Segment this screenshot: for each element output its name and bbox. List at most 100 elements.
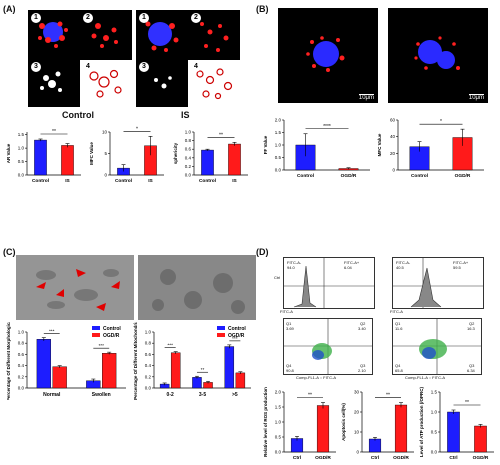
bar: [201, 149, 214, 176]
histogram-x-axis: FITC-A: [390, 309, 403, 314]
panel-label-a: (A): [3, 4, 16, 14]
dotplot-ctrl: Q1 3.69 Q2 3.40 Q3 2.10 Q4 90.8: [283, 318, 373, 375]
chart-b2-mfc-value: 0 20 40 60 MFC Value Control OGD/R *: [377, 118, 484, 179]
bar: [36, 339, 51, 389]
quadrant-label-q4: Q4: [286, 363, 292, 368]
y-tick-label: 0.8: [18, 341, 25, 346]
panel-label-b: (B): [256, 4, 269, 14]
y-tick-label: 0.4: [18, 363, 25, 368]
histogram-ogdr: FITC-A- 40.5 FITC-A+ 59.5: [392, 257, 484, 309]
y-tick-label: 0.5: [275, 435, 282, 440]
significance-label: **: [219, 132, 223, 138]
x-tick-label: Control: [411, 173, 428, 179]
y-tick-label: 0.2: [185, 164, 192, 169]
bar: [170, 352, 181, 389]
bar: [394, 404, 408, 453]
ogdr-confocal-image: 10μm: [388, 8, 488, 103]
y-axis-label: AR Value: [6, 143, 11, 163]
y-tick-label: 1.0: [18, 146, 25, 151]
gate-value-left: 94.0: [287, 265, 295, 270]
control-em-image: [16, 255, 134, 320]
y-tick-label: 10: [354, 430, 360, 435]
y-axis-label: Percentage Of Different Morphological: [6, 322, 11, 400]
legend-swatch: [217, 333, 225, 337]
quadrant-label-q1: Q1: [286, 321, 292, 326]
y-tick-label: 0.0: [275, 450, 282, 455]
x-tick-label: IS: [232, 178, 237, 184]
gate-label-right: FITC-A+: [344, 260, 360, 265]
legend-label: Control: [103, 326, 121, 332]
y-tick-label: 0.0: [145, 386, 152, 391]
significance-label: **: [465, 400, 469, 406]
bar: [224, 346, 235, 389]
group-title-is: IS: [181, 110, 190, 120]
y-axis-label: Percentage Of Different Mitochondria: [133, 322, 138, 400]
quadrant-label-q3: Q3: [469, 363, 475, 368]
y-tick-label: 0.0: [185, 173, 192, 178]
y-tick-label: 1.0: [145, 330, 152, 335]
y-tick-label: 40: [390, 134, 396, 139]
chart-c1-morphology: 0.0 0.2 0.4 0.6 0.8 1.0 Percentage Of Differen…: [6, 322, 126, 400]
gate-value-left: 40.5: [396, 265, 404, 270]
subpanel-number-3: 3: [31, 62, 41, 72]
y-tick-label: 0.2: [18, 374, 25, 379]
control-micrograph-grid: 1 2 3 4: [28, 10, 132, 107]
y-tick-label: 1.0: [431, 410, 438, 415]
chart-a1-ar-value: 0.0 0.5 1.0 1.5 AR Value Control IS **: [6, 129, 81, 184]
x-tick-label: Control: [199, 178, 216, 184]
bar: [228, 143, 241, 176]
significance-label: **: [52, 129, 56, 135]
bar: [474, 425, 487, 453]
y-tick-label: 1.0: [275, 143, 282, 148]
gate-label-right: FITC-A+: [453, 260, 469, 265]
y-tick-label: 0.2: [145, 374, 152, 379]
significance-label: *: [440, 119, 442, 125]
y-tick-label: 0.0: [18, 386, 25, 391]
y-tick-label: 0.5: [275, 155, 282, 160]
y-tick-label: 1.0: [185, 130, 192, 135]
is-micrograph-grid: 1 2 3 4: [136, 10, 240, 107]
gate-value-right: 59.5: [453, 265, 461, 270]
group-title-control: Control: [62, 110, 94, 120]
y-tick-label: 1.0: [18, 330, 25, 335]
bar: [235, 372, 246, 389]
y-tick-label: 1.5: [18, 132, 25, 137]
bar: [447, 411, 460, 453]
y-tick-label: 0: [392, 168, 395, 173]
chart-b1-ff-value: 0.0 0.5 1.0 1.5 2.0 FF Value Control OGD/R ****: [263, 118, 370, 179]
x-tick-label: 3-5: [199, 392, 206, 398]
y-tick-label: 0: [356, 450, 359, 455]
legend-swatch: [217, 326, 225, 330]
chart-d1-ros: 0.0 0.5 1.0 1.5 2.0 Relative level of ROS pro…: [263, 387, 336, 461]
y-tick-label: 0.0: [18, 173, 25, 178]
significance-label: ***: [98, 343, 104, 349]
x-tick-label: OGD/R: [455, 173, 471, 179]
y-tick-label: 1.5: [431, 390, 438, 395]
subpanel-number-1: 1: [31, 13, 41, 23]
gate-label-left: FITC-A-: [396, 260, 411, 265]
y-tick-label: 60: [390, 118, 396, 123]
legend-swatch: [92, 333, 100, 337]
subpanel-number-1: 1: [139, 13, 149, 23]
y-tick-label: 2.0: [275, 390, 282, 395]
bar: [316, 405, 330, 453]
x-tick-label: OGD/R: [393, 455, 409, 461]
y-tick-label: 2.0: [275, 118, 282, 123]
bar: [52, 366, 67, 389]
chart-a2-mfc-value: 0 5 10 MFC Value Control IS *: [89, 126, 164, 184]
y-tick-label: 0.6: [18, 352, 25, 357]
significance-label: ***: [167, 343, 173, 349]
quadrant-value-q2: 16.3: [467, 326, 475, 331]
y-tick-label: 20: [354, 410, 360, 415]
quadrant-value-q1: 11.6: [395, 326, 403, 331]
legend-label: OGD/R: [228, 333, 245, 339]
y-axis-label: MFC Value: [377, 133, 382, 156]
significance-label: **: [201, 367, 205, 373]
y-tick-label: 0.6: [145, 352, 152, 357]
control-confocal-image: 10μm: [278, 8, 378, 103]
y-axis-label: Relative level of ROS production: [263, 387, 268, 457]
histogram-x-axis: FITC-A: [280, 309, 293, 314]
quadrant-label-q2: Q2: [360, 321, 366, 326]
quadrant-value-q1: 3.69: [286, 326, 294, 331]
scale-bar: 10μm: [468, 94, 484, 101]
